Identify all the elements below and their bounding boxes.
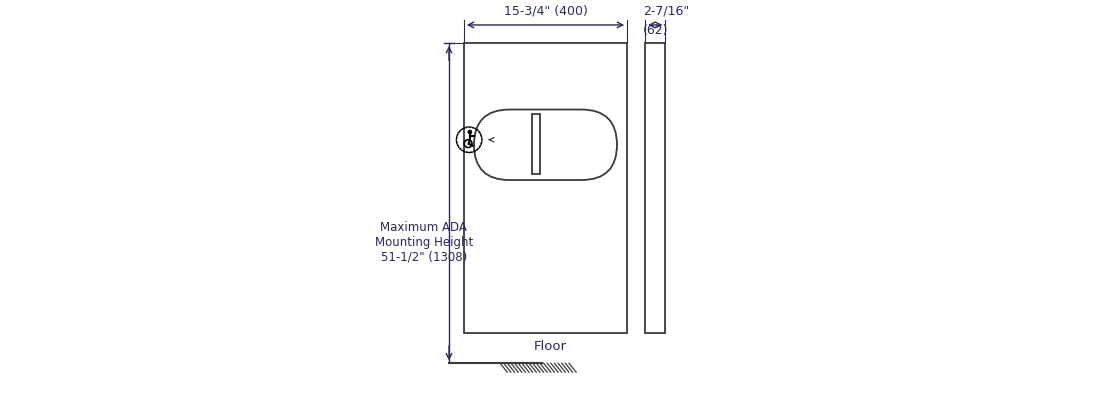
Circle shape [468, 130, 472, 134]
Text: 15-3/4" (400): 15-3/4" (400) [504, 5, 587, 18]
Bar [463, 43, 627, 333]
Text: Floor: Floor [534, 340, 567, 353]
FancyBboxPatch shape [474, 109, 616, 180]
Bar [645, 43, 666, 333]
Bar [531, 114, 540, 174]
Text: 2-7/16": 2-7/16" [643, 5, 690, 18]
Text: (62): (62) [643, 24, 669, 37]
Text: Maximum ADA
Mounting Height
51-1/2" (1308): Maximum ADA Mounting Height 51-1/2" (130… [375, 221, 473, 264]
